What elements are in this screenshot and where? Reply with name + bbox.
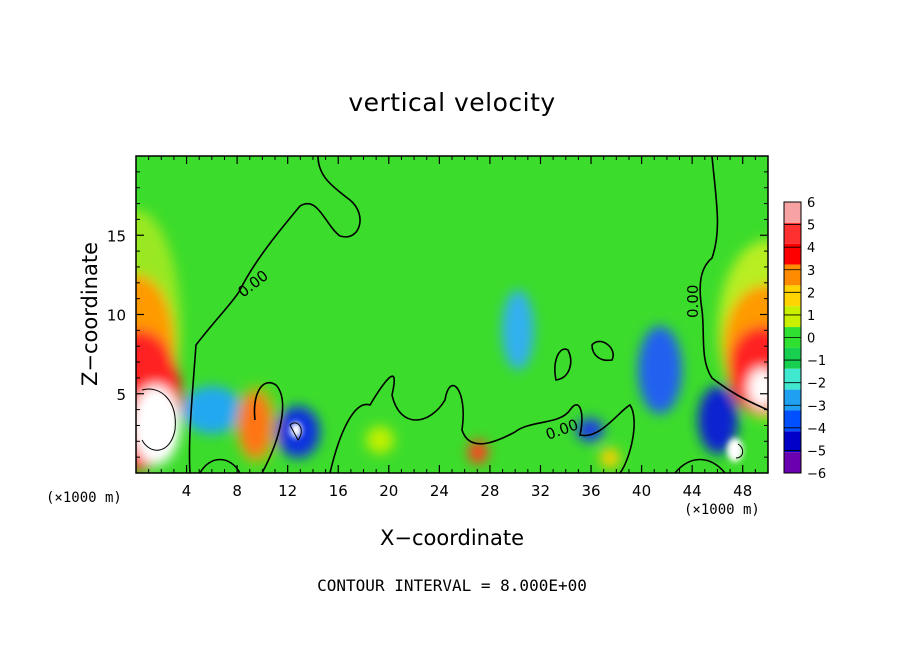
x-tick-label: 16 — [329, 482, 348, 500]
x-tick-label: 44 — [683, 482, 702, 500]
colorbar-label: −3 — [807, 399, 826, 414]
updraft-8km-halo — [235, 385, 279, 465]
colorbar-label: 0 — [807, 332, 815, 347]
y-axis-label: Z−coordinate — [78, 242, 102, 386]
y-axis: 5 10 15 — [107, 171, 768, 458]
colorbar-swatch — [784, 389, 801, 411]
colorbar-label: −2 — [807, 377, 826, 392]
colorbar: 6 5 4 3 2 1 0 −1 −2 −3 −4 −5 −6 — [783, 196, 826, 482]
core-46km — [727, 438, 743, 462]
chart-title: vertical velocity — [348, 88, 556, 117]
x-tick-label: 4 — [182, 482, 192, 500]
x-tick-label: 32 — [531, 482, 550, 500]
downdraft-40km — [638, 326, 682, 414]
x-tick-label: 12 — [278, 482, 297, 500]
colorbar-swatch — [784, 306, 801, 328]
contour-blob-34 — [554, 348, 572, 381]
contour-right — [699, 156, 768, 411]
downdraft-46km — [698, 386, 738, 454]
core-left — [142, 397, 174, 453]
x-tick-label: 20 — [379, 482, 398, 500]
colorbar-swatch — [784, 243, 801, 265]
downdraft-left — [182, 386, 242, 434]
right-plume-core — [748, 368, 768, 408]
colorbar-label: 2 — [807, 286, 815, 301]
downdraft-upper-mid — [502, 290, 534, 370]
x-unit-left: (×1000 m) — [46, 490, 122, 506]
contour-blob-37 — [591, 340, 614, 362]
x-tick-label: 40 — [632, 482, 651, 500]
colorbar-swatch — [784, 347, 801, 369]
colorbar-label: 5 — [807, 219, 815, 234]
plot-area: 0.00 0.00 0.00 — [136, 156, 768, 473]
updraft-20km — [366, 426, 394, 454]
colorbar-swatch — [784, 410, 801, 432]
x-tick-label: 28 — [480, 482, 499, 500]
colorbar-label: 4 — [807, 241, 815, 256]
colorbar-label: −4 — [807, 422, 826, 437]
zero-contours — [188, 156, 768, 473]
x-unit-right: (×1000 m) — [684, 502, 760, 518]
colorbar-label: −1 — [807, 354, 826, 369]
y-tick-label: 10 — [107, 307, 126, 325]
inner-contours — [141, 388, 744, 459]
updraft-26km — [468, 440, 488, 464]
x-tick-label: 36 — [581, 482, 600, 500]
updraft-36km — [600, 448, 620, 468]
x-axis: 4 8 12 16 20 24 28 32 36 40 44 48 — [148, 156, 756, 500]
colorbar-label: 6 — [807, 196, 815, 211]
core-12km — [290, 422, 302, 438]
contour-left — [188, 156, 361, 473]
colorbar-swatch — [784, 431, 801, 453]
contour-lower — [199, 375, 726, 473]
contour-label: 0.00 — [684, 285, 702, 318]
colorbar-label: −5 — [807, 444, 826, 459]
x-axis-label: X−coordinate — [380, 526, 524, 550]
colorbar-swatch — [784, 285, 801, 307]
colorbar-swatch — [784, 202, 801, 223]
y-tick-label: 15 — [107, 227, 126, 245]
x-tick-label: 48 — [733, 482, 752, 500]
colorbar-swatch — [784, 368, 801, 390]
x-tick-label: 24 — [430, 482, 449, 500]
colorbar-swatch — [784, 452, 801, 473]
y-tick-label: 5 — [116, 386, 126, 404]
colorbar-label: 1 — [807, 309, 815, 324]
colorbar-swatch — [784, 222, 801, 244]
colorbar-label: 3 — [807, 264, 815, 279]
x-tick-label: 8 — [232, 482, 242, 500]
colorbar-label: −6 — [807, 467, 826, 482]
colorbar-swatch — [784, 264, 801, 286]
contour-interval-note: CONTOUR INTERVAL = 8.000E+00 — [317, 576, 587, 595]
